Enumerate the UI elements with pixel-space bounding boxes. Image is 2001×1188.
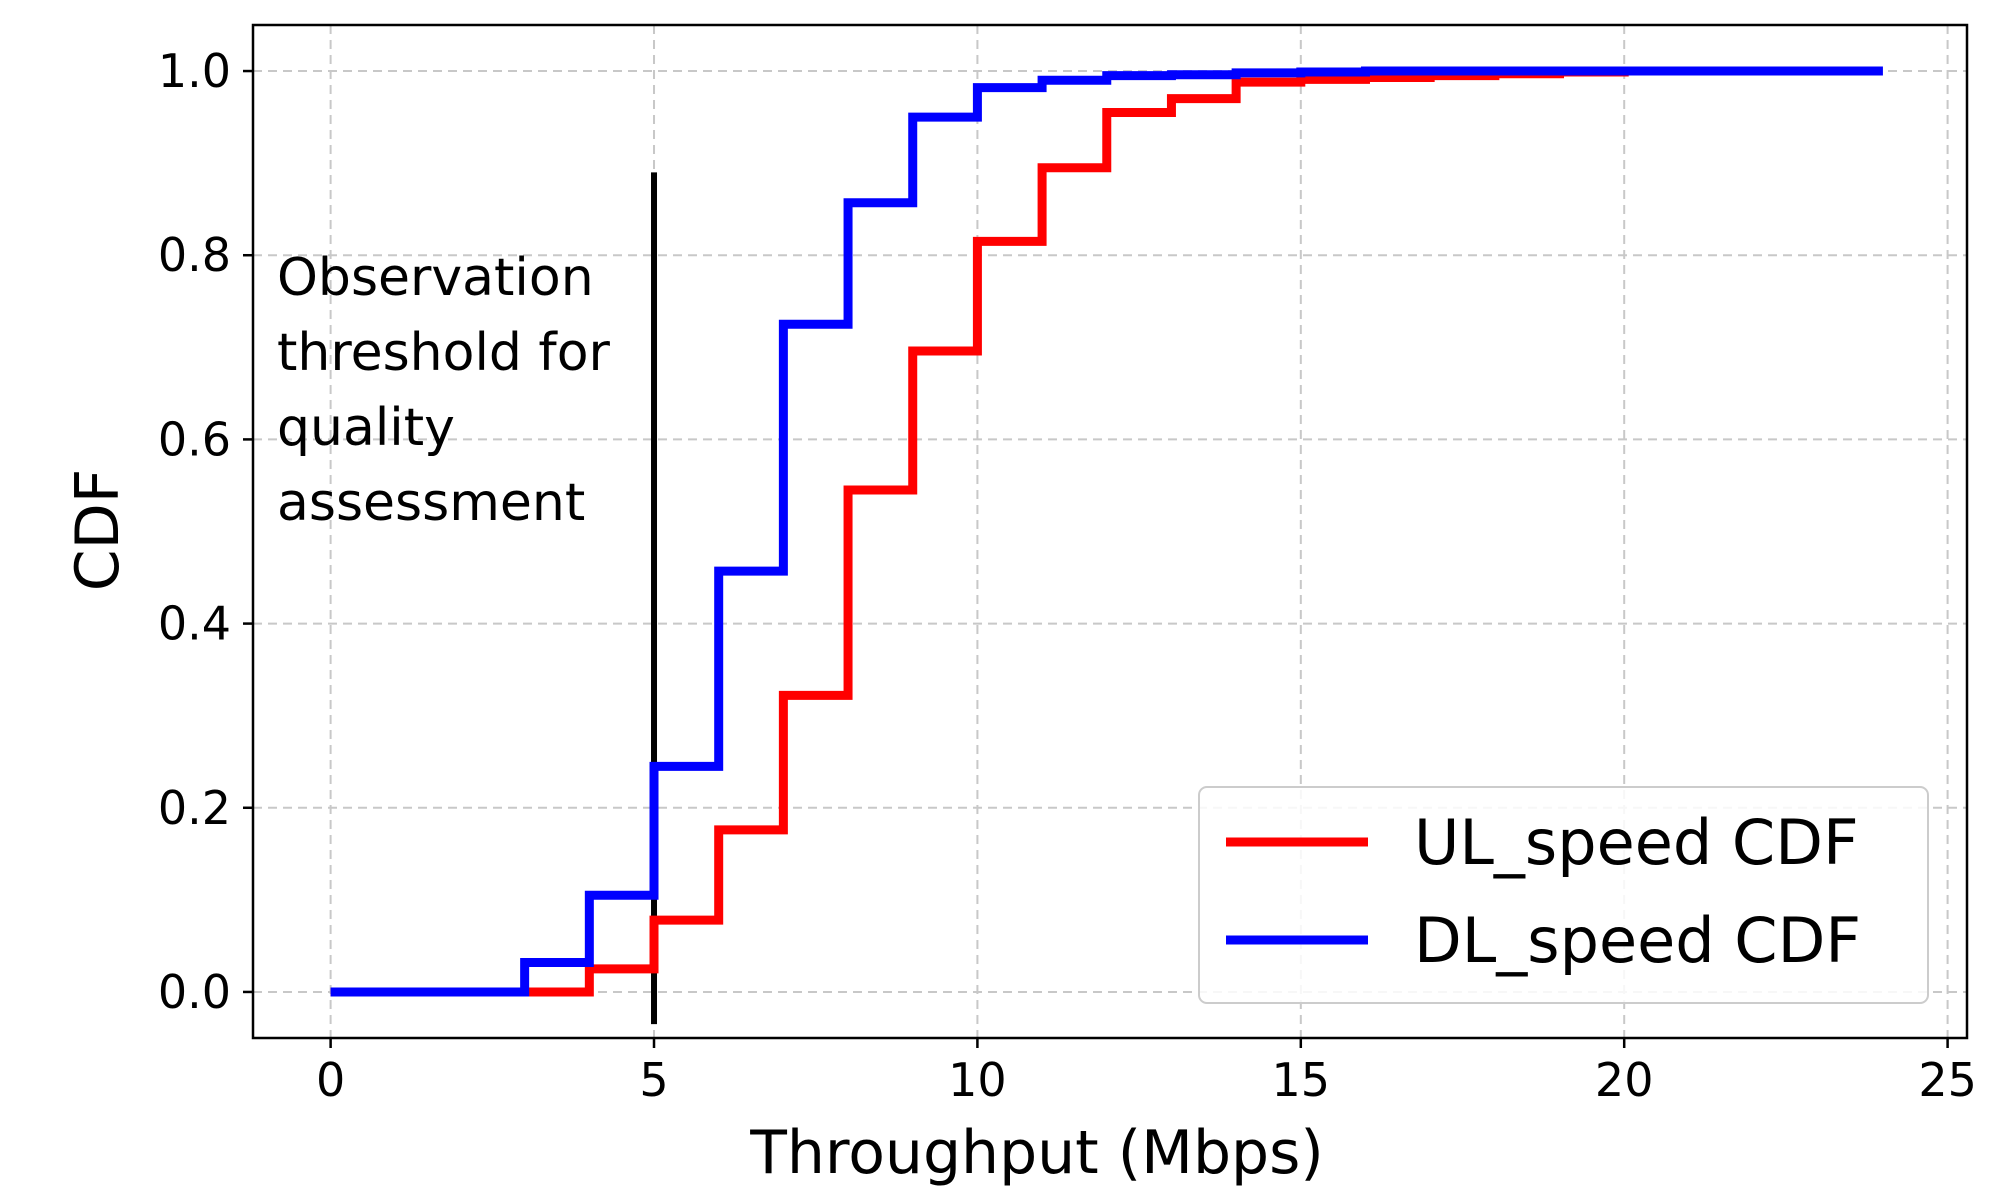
plot-frame [251,23,1969,1040]
x-tick-label: 15 [1272,1053,1331,1107]
y-tick-label: 0.8 [158,228,231,282]
annotation-text-line: assessment [277,473,585,533]
annotation-text-line: Observation [277,248,594,308]
x-tick-label: 10 [948,1053,1007,1107]
series-line-dl [330,66,1883,997]
y-tick-label: 0.2 [158,781,231,835]
x-tick-label: 20 [1595,1053,1654,1107]
legend-label-ul: UL_speed CDF [1414,806,1859,879]
annotation-text-line: threshold for [277,323,611,383]
legend-label-dl: DL_speed CDF [1414,904,1861,977]
x-tick-label: 25 [1918,1053,1977,1107]
series-line-ul [330,67,1629,997]
x-tick-label: 5 [639,1053,668,1107]
annotation-text-line: quality [277,398,455,458]
series-group [330,66,1883,997]
y-tick-label: 0.0 [158,965,231,1019]
y-tick-label: 0.4 [158,597,231,651]
legend-frame [1198,786,1929,1004]
y-axis-label: CDF [63,469,133,592]
x-axis-label: Throughput (Mbps) [749,1118,1324,1188]
x-tick-label: 0 [316,1053,345,1107]
legend: UL_speed CDF DL_speed CDF [1198,786,1929,1004]
y-tick-label: 0.6 [158,412,231,466]
axis-ticks: 0 5 10 15 20 25 0.0 0.2 0.4 0.6 0.8 1.0 [158,44,1977,1107]
y-tick-label: 1.0 [158,44,231,98]
